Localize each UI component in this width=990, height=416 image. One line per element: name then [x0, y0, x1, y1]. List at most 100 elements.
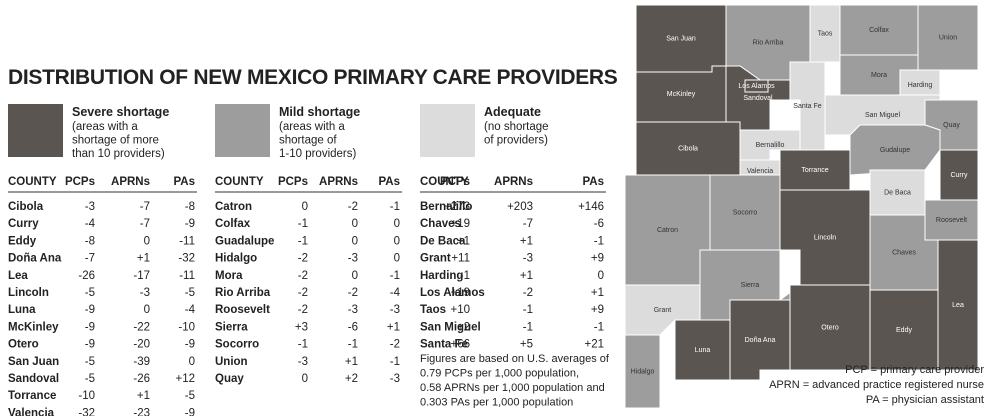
table-cell: -3 — [390, 304, 400, 316]
table-cell: -6 — [348, 321, 358, 333]
county-label: San Miguel — [865, 112, 900, 119]
legend-description: shortage of — [279, 135, 337, 147]
table-header: COUNTY — [215, 176, 264, 188]
table-cell: -4 — [390, 287, 401, 299]
table-cell: -2 — [390, 339, 400, 351]
table-cell: -3 — [85, 201, 95, 213]
county-name: McKinley — [8, 321, 59, 333]
county-label: Bernalillo — [756, 142, 785, 149]
table-cell: -8 — [85, 235, 95, 247]
legend-description: 1-10 providers) — [279, 148, 357, 160]
table-cell: 0 — [302, 373, 308, 385]
footnote: 0.79 PCPs per 1,000 population, — [420, 368, 579, 380]
county-label: Colfax — [869, 27, 889, 34]
county-name: Santa Fe — [420, 339, 468, 351]
table-cell: -17 — [133, 270, 150, 282]
table-cell: +3 — [295, 321, 308, 333]
table-cell: +66 — [450, 339, 470, 351]
table-cell: -1 — [594, 321, 604, 333]
county-label: Lea — [952, 302, 964, 309]
table-cell: -2 — [298, 270, 308, 282]
county-label: Mora — [871, 72, 887, 79]
table-cell: +5 — [520, 339, 533, 351]
table-cell: -2 — [298, 253, 308, 265]
table-cell: -3 — [140, 287, 150, 299]
table-cell: +11 — [451, 253, 470, 265]
table-cell: -1 — [298, 235, 308, 247]
county-name: Mora — [215, 270, 243, 282]
county-name: Taos — [420, 304, 446, 316]
table-cell: -22 — [133, 321, 150, 333]
table-cell: -9 — [185, 407, 195, 416]
table-header: COUNTY — [420, 176, 469, 188]
county-label: Grant — [654, 307, 672, 314]
table-cell: +1 — [591, 287, 604, 299]
county-label: Valencia — [747, 168, 773, 175]
legend-description: shortage of more — [72, 135, 159, 147]
table-cell: -3 — [523, 253, 533, 265]
table-cell: -7 — [85, 253, 95, 265]
table-cell: 0 — [394, 235, 400, 247]
county-name: Harding — [420, 270, 463, 282]
county-label: Los Alamos — [738, 83, 775, 90]
legend-label: Mild shortage — [279, 105, 360, 119]
table-cell: -1 — [390, 270, 400, 282]
county-label: Curry — [950, 172, 968, 179]
county-label: Chaves — [892, 249, 916, 256]
county-name: Sandoval — [8, 373, 59, 385]
legend-description: (areas with a — [72, 121, 138, 133]
table-cell: +10 — [450, 304, 470, 316]
county-name: Torrance — [8, 390, 56, 402]
table-cell: 0 — [144, 235, 150, 247]
table-cell: -9 — [85, 304, 95, 316]
table-cell: -7 — [140, 201, 150, 213]
table-cell: 0 — [352, 235, 358, 247]
county-name: Colfax — [215, 218, 251, 230]
county-label: Sandoval — [743, 95, 773, 102]
table-cell: 0 — [394, 253, 400, 265]
table-cell: -5 — [185, 390, 195, 402]
county-label: Harding — [908, 82, 933, 89]
table-cell: +19 — [450, 287, 470, 299]
county-label: Socorro — [733, 209, 758, 216]
county-shape — [624, 334, 661, 409]
table-cell: -3 — [348, 253, 358, 265]
county-label: Santa Fe — [793, 103, 822, 110]
county-label: Union — [939, 34, 957, 41]
table-cell: -32 — [78, 407, 95, 416]
table-cell: 0 — [144, 304, 150, 316]
county-shape — [917, 4, 979, 71]
county-label: Gudalupe — [880, 147, 910, 154]
table-cell: -3 — [348, 304, 358, 316]
table-cell: -1 — [298, 218, 308, 230]
table-cell: -20 — [133, 339, 150, 351]
table-cell: -9 — [85, 339, 95, 351]
county-name: Lea — [8, 270, 28, 282]
table-cell: -3 — [390, 373, 400, 385]
table-cell: -6 — [594, 218, 604, 230]
county-name: Eddy — [8, 235, 37, 247]
county-name: Roosevelt — [215, 304, 270, 316]
county-label: Doña Ana — [745, 337, 776, 344]
county-name: Otero — [8, 339, 39, 351]
table-cell: -2 — [523, 287, 533, 299]
table-header: PCPs — [440, 176, 470, 188]
table-cell: -7 — [140, 218, 150, 230]
county-label: Cibola — [678, 145, 698, 152]
table-cell: -2 — [298, 287, 308, 299]
table-cell: -11 — [179, 270, 195, 282]
county-name: Lincoln — [8, 287, 49, 299]
county-label: Torrance — [801, 167, 828, 174]
map-note: APRN = advanced practice registered nurs… — [769, 379, 984, 391]
legend-label: Severe shortage — [72, 105, 169, 119]
table-cell: +1 — [520, 270, 533, 282]
county-shape — [849, 124, 941, 176]
table-cell: +1 — [137, 253, 150, 265]
table-cell: +1 — [387, 321, 400, 333]
county-name: Cibola — [8, 201, 44, 213]
table-header: APRNs — [494, 176, 533, 188]
county-name: De Baca — [420, 235, 466, 247]
table-cell: -10 — [78, 390, 95, 402]
table-cell: 0 — [352, 218, 358, 230]
table-cell: -2 — [348, 287, 358, 299]
